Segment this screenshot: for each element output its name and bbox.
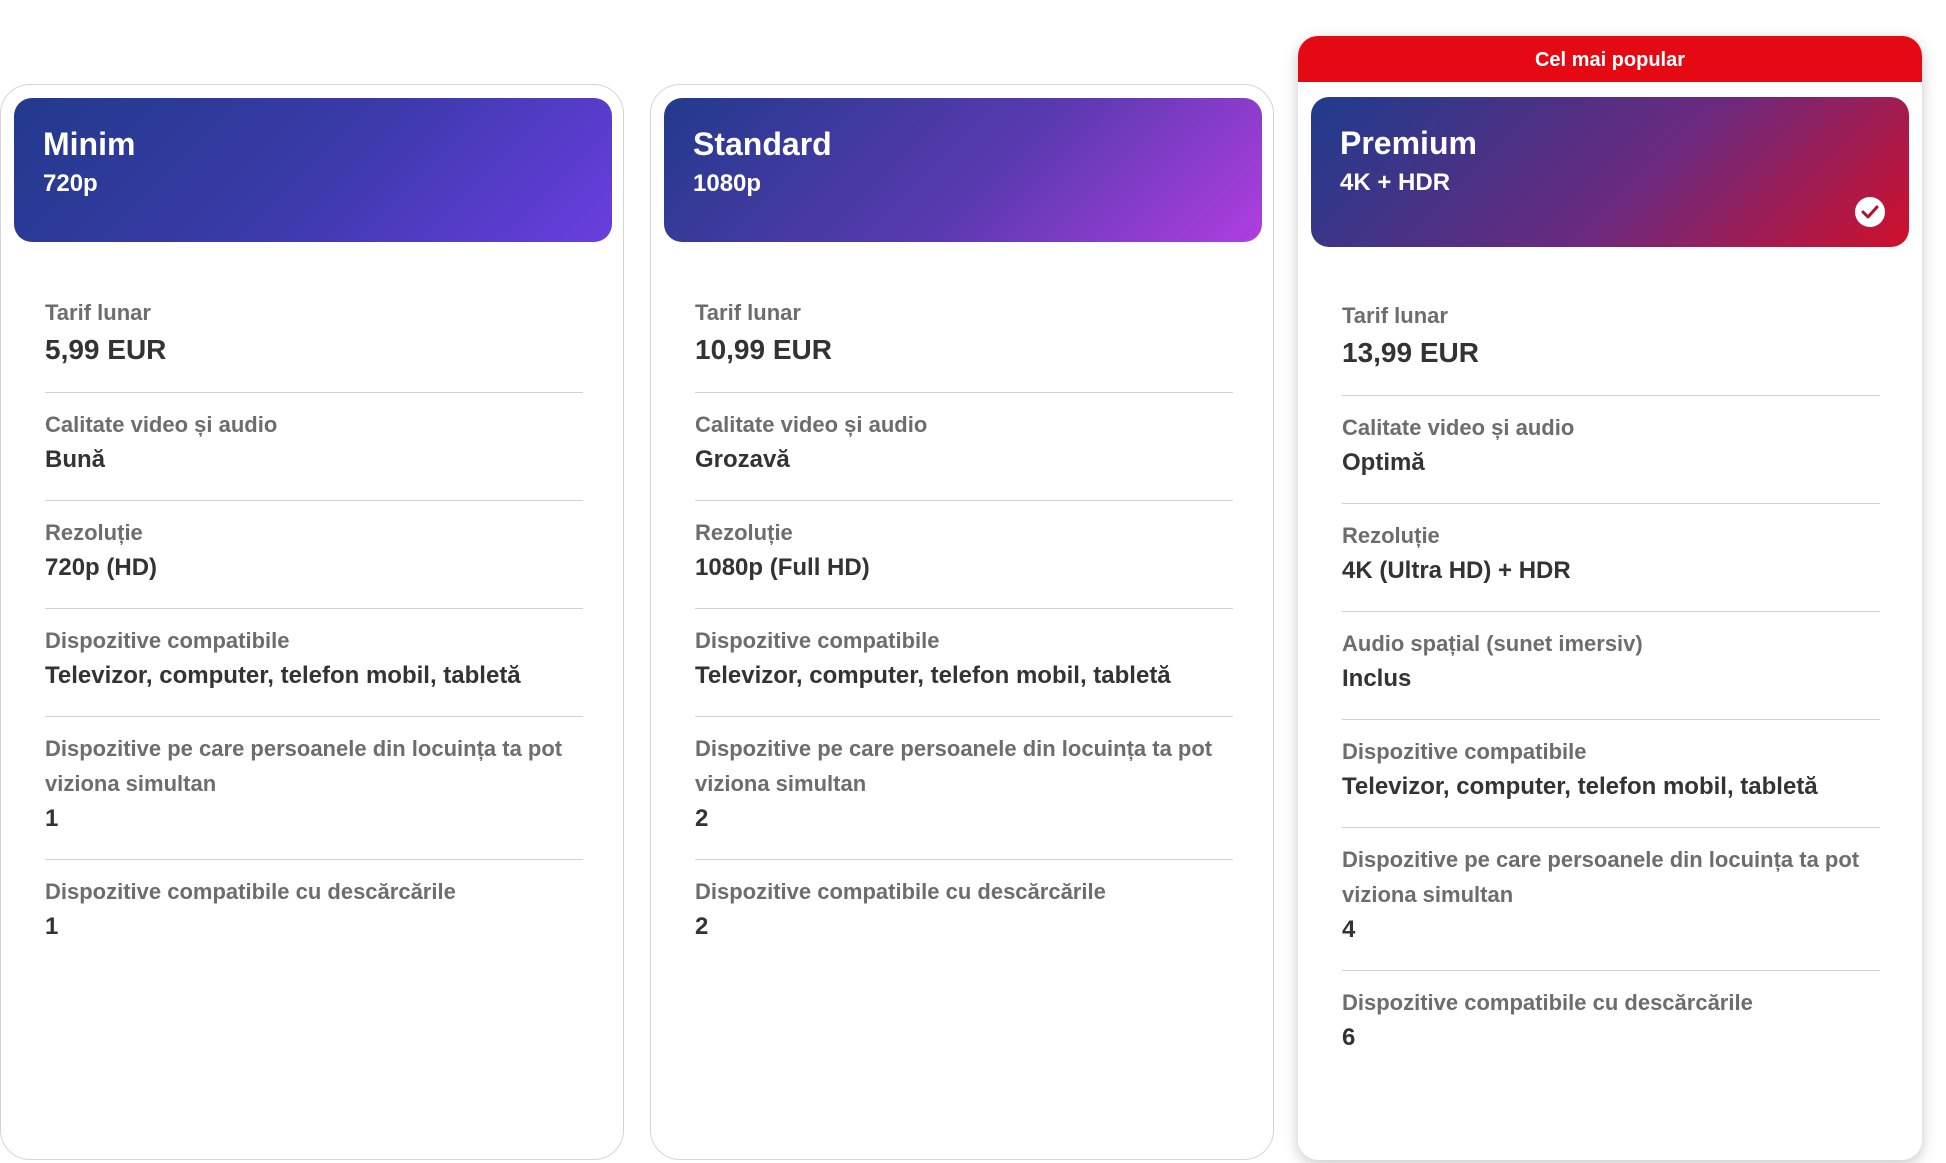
feature-value: Televizor, computer, telefon mobil, tabl… <box>695 662 1171 689</box>
feature-video-quality: Calitate video și audio Grozavă <box>695 393 1233 501</box>
feature-simultaneous-streams: Dispozitive pe care persoanele din locui… <box>1342 828 1880 971</box>
feature-value: Inclus <box>1342 665 1412 692</box>
feature-compatible-devices: Dispozitive compatibile Televizor, compu… <box>1342 720 1880 828</box>
feature-label: Rezoluție <box>45 520 143 545</box>
feature-label: Dispozitive compatibile <box>1342 739 1587 764</box>
feature-label: Dispozitive compatibile cu descărcările <box>45 879 456 904</box>
feature-label: Tarif lunar <box>695 300 801 325</box>
plan-features: Tarif lunar 13,99 EUR Calitate video și … <box>1342 298 1880 1078</box>
plan-resolution-tag: 1080p <box>693 170 762 197</box>
feature-monthly-price: Tarif lunar 5,99 EUR <box>45 295 583 393</box>
feature-value: 1080p (Full HD) <box>695 554 870 581</box>
feature-label: Calitate video și audio <box>695 412 928 437</box>
feature-download-devices: Dispozitive compatibile cu descărcările … <box>695 860 1233 967</box>
feature-value: 2 <box>695 805 709 832</box>
feature-value: 4K (Ultra HD) + HDR <box>1342 557 1571 584</box>
feature-label: Calitate video și audio <box>45 412 278 437</box>
feature-video-quality: Calitate video și audio Bună <box>45 393 583 501</box>
plan-resolution-tag: 720p <box>43 170 98 197</box>
feature-label: Dispozitive compatibile <box>45 628 290 653</box>
feature-label: Dispozitive compatibile cu descărcările <box>695 879 1106 904</box>
feature-value: 720p (HD) <box>45 554 158 581</box>
checkmark-icon <box>1861 205 1879 219</box>
feature-label: Dispozitive pe care persoanele din locui… <box>45 736 563 796</box>
feature-download-devices: Dispozitive compatibile cu descărcările … <box>1342 971 1880 1078</box>
feature-resolution: Rezoluție 1080p (Full HD) <box>695 501 1233 609</box>
feature-label: Calitate video și audio <box>1342 415 1575 440</box>
feature-value: Televizor, computer, telefon mobil, tabl… <box>1342 773 1818 800</box>
feature-monthly-price: Tarif lunar 10,99 EUR <box>695 295 1233 393</box>
feature-value: 1 <box>45 913 59 940</box>
feature-value: Optimă <box>1342 449 1425 476</box>
plan-name: Premium <box>1340 125 1477 161</box>
feature-simultaneous-streams: Dispozitive pe care persoanele din locui… <box>45 717 583 860</box>
feature-label: Rezoluție <box>1342 523 1440 548</box>
feature-monthly-price: Tarif lunar 13,99 EUR <box>1342 298 1880 396</box>
feature-value: 10,99 EUR <box>695 334 832 365</box>
feature-video-quality: Calitate video și audio Optimă <box>1342 396 1880 504</box>
feature-label: Dispozitive compatibile cu descărcările <box>1342 990 1753 1015</box>
feature-label: Tarif lunar <box>45 300 151 325</box>
feature-value: 4 <box>1342 916 1356 943</box>
feature-download-devices: Dispozitive compatibile cu descărcările … <box>45 860 583 967</box>
feature-value: Televizor, computer, telefon mobil, tabl… <box>45 662 521 689</box>
plan-features: Tarif lunar 5,99 EUR Calitate video și a… <box>45 295 583 967</box>
feature-compatible-devices: Dispozitive compatibile Televizor, compu… <box>45 609 583 717</box>
feature-value: 1 <box>45 805 59 832</box>
feature-simultaneous-streams: Dispozitive pe care persoanele din locui… <box>695 717 1233 860</box>
feature-resolution: Rezoluție 4K (Ultra HD) + HDR <box>1342 504 1880 612</box>
check-circle-icon <box>1855 197 1885 227</box>
plan-card-standard[interactable]: Standard 1080p Tarif lunar 10,99 EUR Cal… <box>650 84 1274 1160</box>
plan-features: Tarif lunar 10,99 EUR Calitate video și … <box>695 295 1233 967</box>
feature-value: 5,99 EUR <box>45 334 167 365</box>
most-popular-badge: Cel mai popular <box>1298 36 1922 82</box>
plan-resolution-tag: 4K + HDR <box>1340 169 1451 196</box>
feature-value: 6 <box>1342 1024 1356 1051</box>
plan-name: Standard <box>693 126 832 162</box>
feature-spatial-audio: Audio spațial (sunet imersiv) Inclus <box>1342 612 1880 720</box>
feature-compatible-devices: Dispozitive compatibile Televizor, compu… <box>695 609 1233 717</box>
plan-card-premium[interactable]: Cel mai popular Premium 4K + HDR Tarif l… <box>1298 36 1922 1160</box>
plan-name: Minim <box>43 126 136 162</box>
feature-label: Dispozitive compatibile <box>695 628 940 653</box>
plan-header: Minim 720p <box>14 98 612 242</box>
plan-card-minim[interactable]: Minim 720p Tarif lunar 5,99 EUR Calitate… <box>0 84 624 1160</box>
feature-label: Tarif lunar <box>1342 303 1448 328</box>
feature-value: Grozavă <box>695 446 790 473</box>
feature-value: Bună <box>45 446 105 473</box>
feature-value: 2 <box>695 913 709 940</box>
feature-label: Dispozitive pe care persoanele din locui… <box>1342 847 1860 907</box>
plan-header: Premium 4K + HDR <box>1311 97 1909 247</box>
feature-resolution: Rezoluție 720p (HD) <box>45 501 583 609</box>
feature-label: Audio spațial (sunet imersiv) <box>1342 631 1643 656</box>
feature-label: Rezoluție <box>695 520 793 545</box>
plan-header: Standard 1080p <box>664 98 1262 242</box>
feature-value: 13,99 EUR <box>1342 337 1479 368</box>
feature-label: Dispozitive pe care persoanele din locui… <box>695 736 1213 796</box>
